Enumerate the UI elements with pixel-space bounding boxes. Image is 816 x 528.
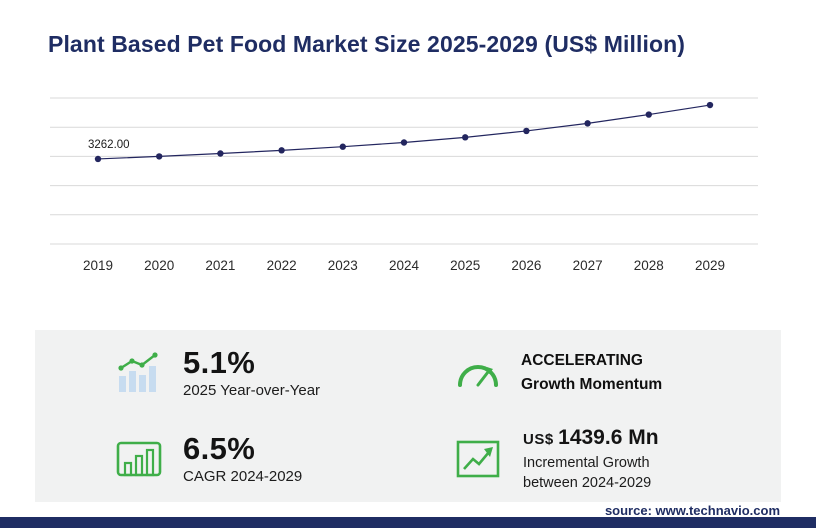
momentum-line1: ACCELERATING: [521, 351, 643, 369]
data-point-marker: [94, 155, 102, 163]
speedometer-icon: [458, 365, 498, 387]
x-axis-tick-label: 2026: [511, 258, 541, 273]
growth-arrow-box-icon: [456, 440, 500, 478]
data-point-marker: [278, 147, 285, 154]
stats-panel: 5.1% 2025 Year-over-Year ACCELERATING Gr…: [35, 330, 781, 502]
cagr-value: 6.5%: [183, 430, 256, 466]
x-axis-tick-label: 2028: [634, 258, 664, 273]
cagr-label: CAGR 2024-2029: [183, 468, 303, 486]
stat-yoy: 5.1% 2025 Year-over-Year: [115, 344, 455, 400]
data-point-marker: [706, 101, 714, 109]
bar-chart-box-icon: [116, 441, 162, 477]
x-axis-tick-label: 2021: [205, 258, 235, 273]
x-axis-tick-label: 2029: [695, 258, 725, 273]
x-axis-tick-label: 2023: [328, 258, 358, 273]
x-axis-tick-label: 2024: [389, 258, 420, 273]
data-point-marker: [523, 127, 530, 135]
momentum-line2: Growth Momentum: [521, 376, 663, 393]
data-point-marker: [462, 134, 469, 141]
x-axis-tick-label: 2022: [267, 258, 297, 273]
stat-momentum: ACCELERATING Growth Momentum: [455, 349, 781, 397]
page-title: Plant Based Pet Food Market Size 2025-20…: [48, 31, 686, 58]
data-point-marker: [400, 139, 408, 146]
incremental-label: Incremental Growth between 2024-2029: [523, 454, 652, 491]
source-attribution: source: www.technavio.com: [604, 503, 780, 518]
x-axis-tick-label: 2020: [144, 258, 174, 273]
incremental-amount: 1439.6 Mn: [558, 425, 659, 449]
yoy-value: 5.1%: [183, 344, 256, 380]
footer-bar: [0, 517, 816, 528]
stat-cagr: 6.5% CAGR 2024-2029: [115, 430, 455, 486]
data-point-marker: [217, 150, 224, 157]
data-point-marker: [645, 111, 652, 118]
data-point-marker: [156, 153, 163, 160]
data-point-label: 3262.00: [88, 139, 130, 151]
line-chart-svg: 3262.00 2019 2020 2021 2022 2023 2024 2025 2026 2…: [50, 97, 758, 273]
series-line: [97, 104, 711, 160]
yoy-label: 2025 Year-over-Year: [183, 382, 321, 400]
x-axis-tick-label: 2025: [450, 258, 480, 273]
x-axis-tick-label: 2027: [573, 258, 603, 273]
incremental-currency: US$: [523, 430, 554, 448]
data-point-marker: [584, 120, 591, 127]
x-axis-tick-label: 2019: [83, 258, 113, 273]
growth-trend-bars-icon: [118, 352, 158, 392]
market-size-line-chart: 3262.00 2019 2020 2021 2022 2023 2024 2025 2026 2…: [48, 84, 760, 280]
data-point-marker: [339, 143, 346, 150]
incremental-value: US$ 1439.6 Mn: [523, 426, 701, 450]
stat-incremental: US$ 1439.6 Mn Incremental Growth between…: [455, 426, 781, 493]
